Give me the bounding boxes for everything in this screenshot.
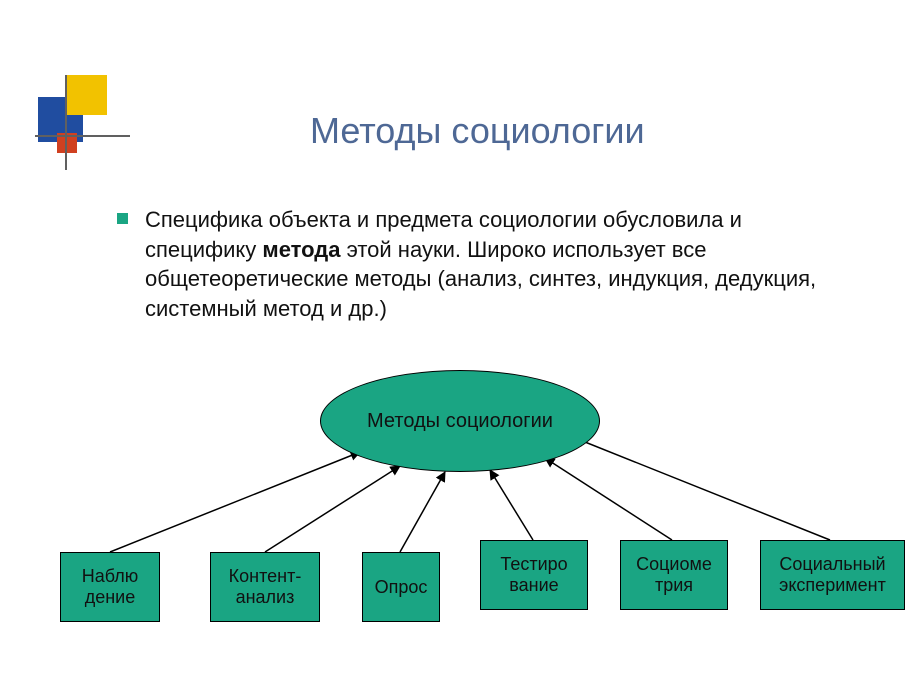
- body-text-content: Специфика объекта и предмета социологии …: [145, 205, 845, 324]
- method-box-0: Наблюдение: [60, 552, 160, 622]
- method-box-3: Тестирование: [480, 540, 588, 610]
- diagram-arrows: [0, 0, 924, 697]
- body-text: Специфика объекта и предмета социологии …: [145, 205, 845, 324]
- slide-title: Методы социологии: [310, 110, 645, 152]
- bullet-icon: [117, 213, 128, 224]
- method-box-1: Контент-анализ: [210, 552, 320, 622]
- method-box-2: Опрос: [362, 552, 440, 622]
- arrow-3: [490, 470, 533, 540]
- method-box-4: Социометрия: [620, 540, 728, 610]
- arrow-2: [400, 472, 445, 552]
- arrow-4: [545, 458, 672, 540]
- slide-logo: [35, 75, 130, 170]
- arrow-1: [265, 466, 400, 552]
- arrow-0: [110, 452, 360, 552]
- arrow-5: [575, 438, 830, 540]
- central-node: Методы социологии: [320, 370, 600, 472]
- methods-diagram: Методы социологии Наблюдение Контент-анали…: [0, 0, 924, 697]
- method-box-5: Социальныйэксперимент: [760, 540, 905, 610]
